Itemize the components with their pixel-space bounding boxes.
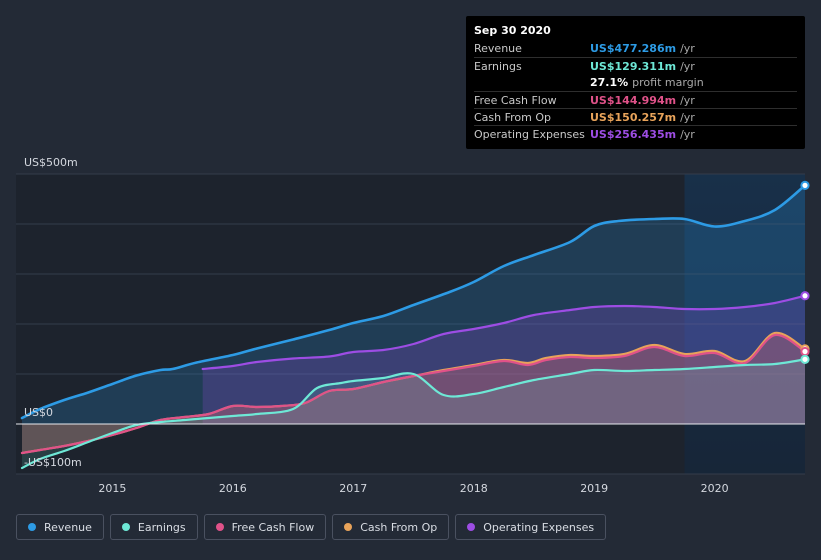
line-fcf (20, 333, 807, 455)
tooltip-unit: /yr (680, 93, 695, 107)
legend-label: Revenue (44, 520, 92, 534)
x-tick-label: 2018 (460, 482, 488, 495)
tooltip-label: Operating Expenses (474, 127, 585, 141)
legend-item-operating-expenses[interactable]: Operating Expenses (455, 514, 607, 540)
tooltip-label: Revenue (474, 42, 522, 55)
tooltip-value: US$129.311m (590, 59, 677, 73)
tooltip-row-cash-from-op: Cash From Op US$150.257m /yr (474, 108, 797, 125)
legend-dot-icon (467, 523, 476, 531)
x-tick-label: 2015 (98, 482, 126, 495)
tooltip-unit: /yr (680, 42, 695, 55)
legend-dot-icon (121, 523, 130, 531)
chart: US$500m US$0 -US$100m 2015 2016 2017 2018 20… (16, 156, 810, 495)
x-tick-label: 2017 (339, 482, 367, 495)
tooltip-unit: /yr (680, 59, 695, 73)
line-revenue (20, 184, 807, 420)
y-label-bottom: -US$100m (24, 456, 82, 469)
tooltip-value: US$477.286m (590, 42, 677, 55)
tooltip-label: Earnings (474, 59, 522, 73)
end-point-revenue (800, 180, 810, 190)
y-label-top: US$500m (24, 156, 78, 169)
tooltip-date: Sep 30 2020 (474, 24, 551, 37)
x-tick-label: 2019 (580, 482, 608, 495)
end-point-opex (800, 291, 810, 301)
line-opex (201, 294, 807, 371)
legend-label: Operating Expenses (483, 520, 595, 534)
tooltip-value: 27.1% (590, 76, 629, 89)
legend-label: Earnings (137, 520, 186, 534)
tooltip-row-operating-expenses: Operating Expenses US$256.435m /yr (474, 125, 797, 142)
legend: Revenue Earnings Free Cash Flow Cash Fro… (16, 514, 612, 542)
line-earnings (20, 358, 807, 470)
legend-label: Free Cash Flow (231, 520, 315, 534)
tooltip-value: US$150.257m (590, 110, 677, 124)
legend-item-free-cash-flow[interactable]: Free Cash Flow (203, 514, 327, 540)
tooltip-row-free-cash-flow: Free Cash Flow US$144.994m /yr (474, 91, 797, 108)
tooltip-row-earnings: Earnings US$129.311m /yr (474, 57, 797, 74)
legend-item-earnings[interactable]: Earnings (109, 514, 198, 540)
legend-dot-icon (344, 523, 353, 531)
area-earnings (22, 359, 805, 468)
tooltip-unit: /yr (680, 110, 695, 124)
area-revenue (22, 185, 805, 424)
legend-label: Cash From Op (360, 520, 438, 534)
area-fcf (22, 334, 805, 453)
tooltip-row-revenue: Revenue US$477.286m /yr (474, 40, 797, 57)
legend-dot-icon (215, 523, 224, 531)
area-cfo (22, 332, 805, 453)
legend-item-revenue[interactable]: Revenue (16, 514, 104, 540)
tooltip-unit: profit margin (632, 76, 704, 89)
end-point-fcf (800, 346, 810, 357)
legend-item-cash-from-op[interactable]: Cash From Op (332, 514, 450, 540)
end-point-earnings (800, 354, 810, 364)
tooltip-unit: /yr (680, 127, 695, 141)
x-tick-label: 2020 (701, 482, 729, 495)
y-label-zero: US$0 (24, 406, 53, 419)
legend-dot-icon (28, 523, 36, 531)
x-tick-label: 2016 (219, 482, 247, 495)
tooltip-value: US$144.994m (590, 93, 677, 107)
tooltip-panel: Sep 30 2020 Revenue US$477.286m /yr Earn… (466, 16, 805, 149)
tooltip-label: Free Cash Flow (474, 93, 557, 107)
tooltip-label: Cash From Op (474, 110, 552, 124)
tooltip-row-profit-margin: 27.1% profit margin (474, 74, 797, 91)
tooltip-value: US$256.435m (590, 127, 677, 141)
